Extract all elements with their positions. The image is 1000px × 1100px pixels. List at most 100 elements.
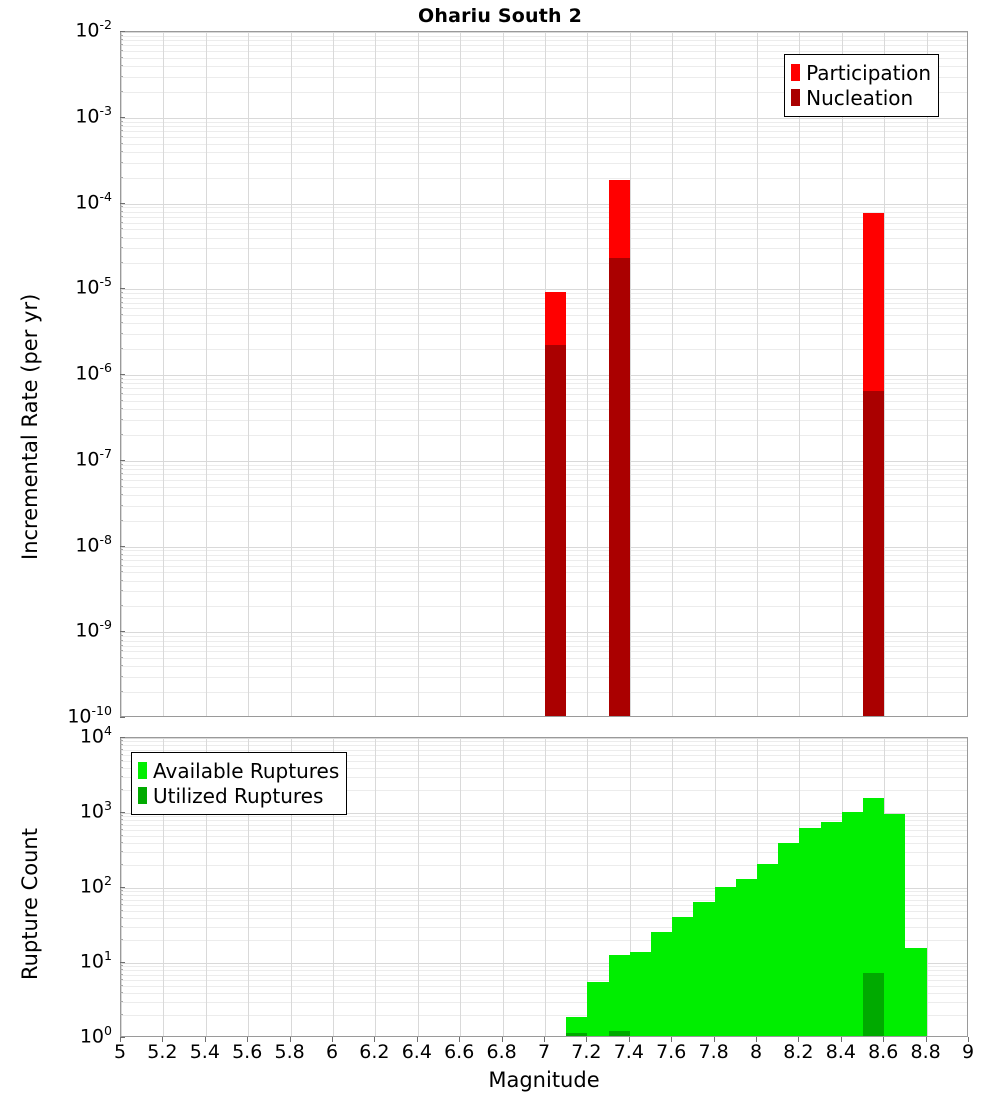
- y-axis-tick-label: 100: [79, 1023, 112, 1048]
- y-axis-minor-tick-mark: [120, 519, 123, 521]
- y-axis-minor-tick-mark: [120, 676, 123, 678]
- y-axis-minor-tick-mark: [120, 322, 123, 324]
- x-axis-tick-mark: [586, 1037, 588, 1042]
- gridline-minor-horizontal: [121, 121, 967, 123]
- y-axis-minor-tick-mark: [120, 493, 123, 495]
- gridline-minor-horizontal: [121, 207, 967, 209]
- utilized-ruptures-bar: [863, 972, 885, 1036]
- y-axis-minor-tick-mark: [120, 984, 123, 986]
- gridline-minor-horizontal: [121, 666, 967, 668]
- gridline-major-vertical: [502, 738, 504, 1036]
- available-ruptures-bar: [905, 947, 927, 1036]
- y-axis-minor-tick-mark: [120, 463, 123, 465]
- x-axis-tick-mark: [628, 1037, 630, 1042]
- gridline-major-horizontal: [121, 375, 967, 376]
- available-ruptures-bar: [608, 955, 630, 1036]
- y-axis-minor-tick-mark: [120, 348, 123, 350]
- y-axis-minor-tick-mark: [120, 135, 123, 137]
- available-ruptures-bar: [799, 827, 821, 1036]
- gridline-minor-horizontal: [121, 940, 967, 942]
- legend-label: Utilized Ruptures: [153, 783, 324, 808]
- nucleation-bar: [545, 345, 567, 716]
- gridline-minor-horizontal: [121, 741, 967, 743]
- x-axis-tick-label: 6.6: [444, 1041, 475, 1063]
- gridline-major-horizontal: [121, 117, 967, 119]
- gridline-minor-horizontal: [121, 677, 967, 679]
- y-axis-minor-tick-mark: [120, 639, 123, 641]
- available-ruptures-bar: [587, 981, 609, 1036]
- y-axis-tick-label: 104: [79, 723, 112, 748]
- gridline-major-vertical: [205, 738, 207, 1036]
- y-axis-tick-label: 10-5: [75, 274, 112, 299]
- y-axis-minor-tick-mark: [120, 635, 123, 637]
- gridline-minor-horizontal: [121, 378, 967, 380]
- y-axis-minor-tick-mark: [120, 909, 123, 911]
- legend-swatch-icon: [791, 89, 801, 106]
- y-axis-minor-tick-mark: [120, 549, 123, 551]
- gridline-minor-horizontal: [121, 559, 967, 561]
- gridline-minor-horizontal: [121, 394, 967, 396]
- x-axis-tick-mark: [416, 1037, 418, 1042]
- y-axis-tick-label: 10-2: [75, 17, 112, 42]
- y-axis-minor-tick-mark: [120, 382, 123, 384]
- x-axis-tick-label: 7: [537, 1041, 551, 1063]
- x-axis-tick-mark: [501, 1037, 503, 1042]
- x-axis-tick-mark: [968, 1037, 969, 1042]
- y-axis-minor-tick-mark: [120, 766, 123, 768]
- y-axis-minor-tick-mark: [120, 393, 123, 395]
- gridline-minor-horizontal: [121, 126, 967, 128]
- gridline-major-vertical: [205, 32, 207, 716]
- y-axis-minor-tick-mark: [120, 418, 123, 420]
- gridline-minor-horizontal: [121, 865, 967, 867]
- y-axis-minor-tick-mark: [120, 65, 123, 67]
- top-y-tick-labels: 10-2 10-3 10-4 10-5 10-6 10-7 10-8 10-9 10-10: [0, 18, 112, 726]
- available-ruptures-bar: [693, 901, 715, 1036]
- gridline-minor-horizontal: [121, 895, 967, 897]
- y-axis-minor-tick-mark: [120, 776, 123, 778]
- y-axis-minor-tick-mark: [120, 1001, 123, 1003]
- y-axis-minor-tick-mark: [120, 377, 123, 379]
- gridline-minor-horizontal: [121, 852, 967, 854]
- y-axis-tick-mark: [120, 812, 125, 813]
- gridline-major-vertical: [163, 738, 165, 1036]
- y-axis-minor-tick-mark: [120, 468, 123, 470]
- y-axis-minor-tick-mark: [120, 939, 123, 941]
- gridline-major-vertical: [926, 738, 928, 1036]
- x-axis-tick-mark: [204, 1037, 206, 1042]
- y-axis-minor-tick-mark: [120, 247, 123, 249]
- gridline-minor-horizontal: [121, 754, 967, 756]
- gridline-major-vertical: [672, 32, 674, 716]
- y-axis-minor-tick-mark: [120, 206, 123, 208]
- gridline-major-vertical: [375, 738, 377, 1036]
- y-axis-minor-tick-mark: [120, 864, 123, 866]
- gridline-minor-horizontal: [121, 790, 967, 792]
- y-axis-minor-tick-mark: [120, 161, 123, 163]
- y-axis-minor-tick-mark: [120, 579, 123, 581]
- y-axis-minor-tick-mark: [120, 176, 123, 178]
- gridline-major-vertical: [333, 32, 334, 716]
- y-axis-minor-tick-mark: [120, 650, 123, 652]
- gridline-minor-horizontal: [121, 434, 967, 436]
- gridline-major-vertical: [248, 738, 250, 1036]
- gridline-minor-horizontal: [121, 520, 967, 522]
- gridline-minor-horizontal: [121, 824, 967, 826]
- legend-swatch-icon: [138, 762, 147, 779]
- gridline-major-horizontal: [121, 888, 967, 889]
- y-axis-tick-label: 10-7: [75, 445, 112, 471]
- gridline-minor-horizontal: [121, 966, 967, 968]
- y-axis-minor-tick-mark: [120, 558, 123, 560]
- y-axis-minor-tick-mark: [120, 90, 123, 92]
- gridline-minor-horizontal: [121, 91, 967, 93]
- y-axis-minor-tick-mark: [120, 926, 123, 928]
- y-axis-minor-tick-mark: [120, 210, 123, 212]
- available-ruptures-bar: [884, 814, 906, 1036]
- gridline-major-vertical: [248, 32, 250, 716]
- y-axis-minor-tick-mark: [120, 433, 123, 435]
- y-axis-minor-tick-mark: [120, 307, 123, 309]
- gridline-minor-horizontal: [121, 216, 967, 218]
- y-axis-minor-tick-mark: [120, 228, 123, 230]
- x-axis-tick-label: 5: [113, 1041, 127, 1063]
- y-axis-minor-tick-mark: [120, 894, 123, 896]
- gridline-minor-horizontal: [121, 992, 967, 994]
- gridline-minor-horizontal: [121, 419, 967, 421]
